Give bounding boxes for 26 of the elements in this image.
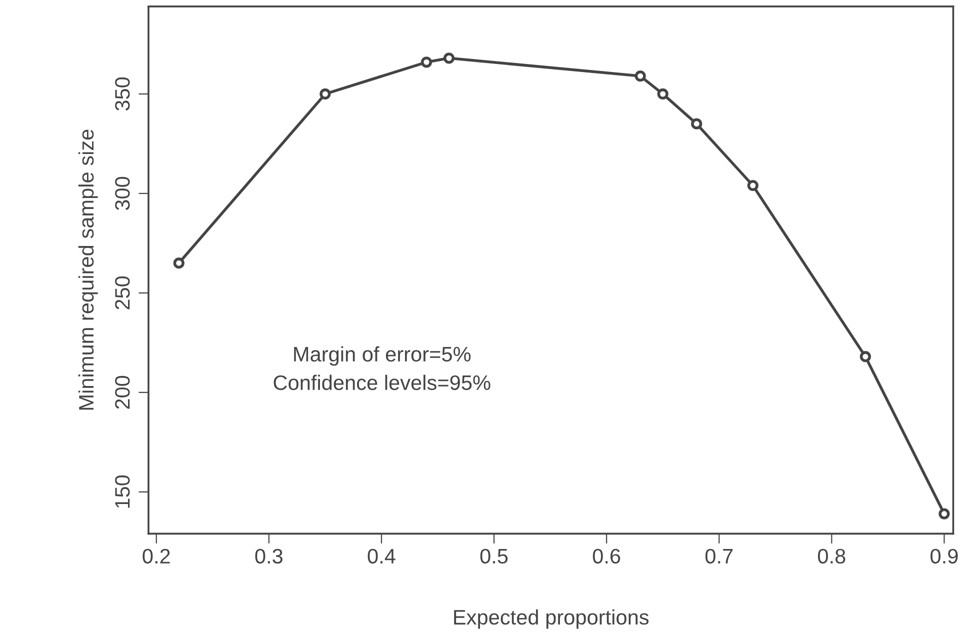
x-tick-label: 0.4	[368, 548, 396, 564]
x-tick-label: 0.2	[142, 548, 170, 564]
point	[443, 52, 455, 64]
point	[938, 508, 950, 520]
annotation: Margin of error=5% Confidence levels=95%	[274, 346, 490, 390]
x-axis-title: Expected proportions	[454, 609, 649, 629]
y-tick-label: 350	[115, 77, 130, 111]
point	[860, 351, 871, 362]
x-tick-label: 0.3	[255, 548, 282, 564]
y-axis-title: Minimum required sample size	[78, 130, 98, 410]
point	[657, 88, 668, 100]
x-tick-label: 0.7	[705, 548, 733, 564]
point	[747, 180, 758, 192]
point	[420, 56, 432, 68]
point	[173, 258, 184, 269]
point	[634, 70, 646, 82]
point	[691, 118, 702, 130]
y-tick-label: 150	[115, 475, 130, 508]
y-tick-label: 250	[115, 276, 130, 310]
y-tick-label: 200	[115, 376, 130, 409]
x-tick-label: 0.5	[480, 548, 508, 564]
x-tick-label: 0.8	[818, 548, 846, 564]
x-tick-label: 0.6	[592, 548, 620, 564]
y-tick-label: 300	[115, 176, 130, 210]
point	[320, 88, 331, 100]
x-tick-label: 0.9	[930, 548, 958, 564]
